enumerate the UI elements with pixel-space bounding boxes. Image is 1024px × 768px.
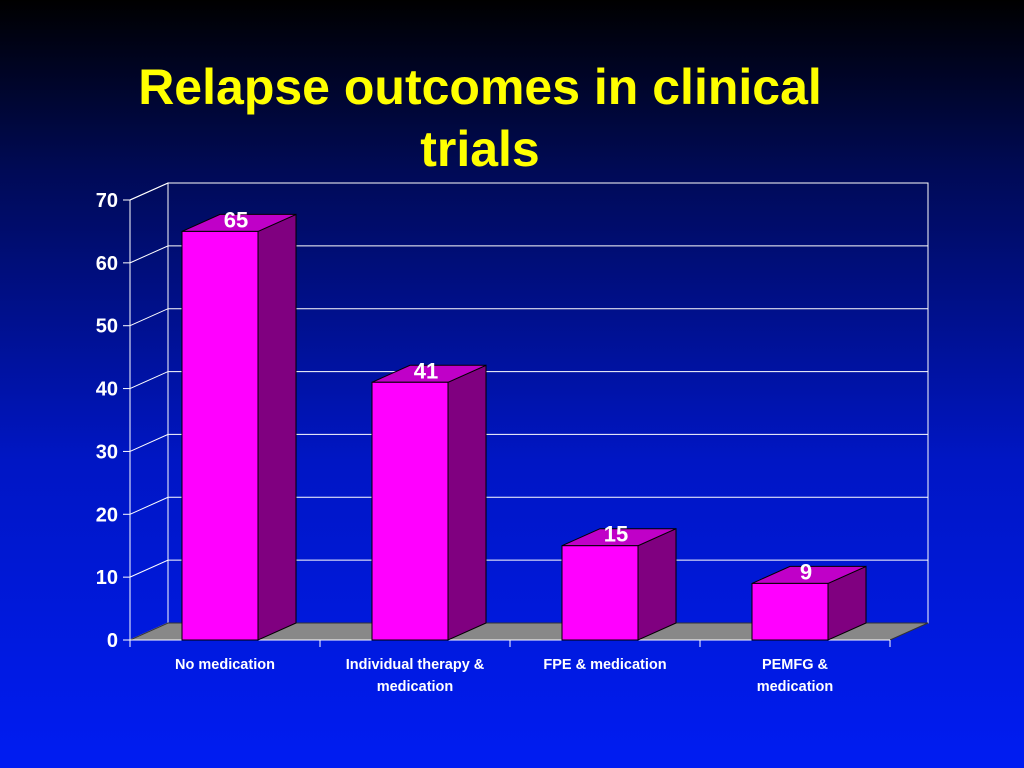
category-label: PEMFG & medication [757, 657, 834, 695]
y-tick-label: 40 [96, 379, 118, 401]
y-tick-label: 30 [96, 441, 118, 463]
slide-title-line-1: Relapse outcomes in clinical [138, 59, 822, 115]
data-label: 15 [604, 522, 628, 547]
category-label: Individual therapy & medication [346, 657, 485, 695]
slide-title-line-2: trials [420, 121, 540, 177]
gridline [129, 371, 928, 390]
data-label: 9 [800, 559, 812, 584]
category-label: FPE & medication [543, 657, 666, 673]
bar [371, 364, 487, 641]
category-label-line: FPE & medication [543, 657, 666, 673]
data-label: 41 [414, 358, 438, 383]
category-label-line: No medication [175, 657, 275, 673]
bar-front-face [371, 381, 449, 641]
chart-bars [181, 213, 867, 641]
category-label-line: Individual therapy & [346, 657, 485, 673]
gridline [129, 308, 928, 327]
y-tick-label: 0 [107, 630, 118, 652]
bar-side-face [637, 527, 677, 641]
gridline [129, 496, 928, 515]
gridline [129, 245, 928, 264]
bar-side-face [257, 213, 297, 641]
bar [181, 213, 297, 641]
gridline [129, 182, 928, 201]
bar [561, 527, 677, 641]
bar-front-face [561, 545, 639, 641]
bar-side-face [447, 364, 487, 641]
y-tick-label: 50 [96, 316, 118, 338]
slide-title: Relapse outcomes in clinical trials [0, 56, 960, 180]
bar-front-face [751, 582, 829, 641]
data-label: 65 [224, 207, 248, 232]
chart-gridlines [129, 182, 928, 578]
category-label-line: PEMFG & [762, 657, 829, 673]
y-tick-label: 70 [96, 190, 118, 212]
category-label: No medication [175, 657, 275, 673]
bar-front-face [181, 230, 259, 641]
category-label-line: medication [377, 679, 454, 695]
side-wall [129, 182, 169, 641]
y-tick-label: 20 [96, 504, 118, 526]
chart-labels: 0 10 20 30 40 50 60 70 65 No medication 41 Individu… [96, 190, 834, 695]
y-tick-label: 10 [96, 567, 118, 589]
y-tick-label: 60 [96, 253, 118, 275]
bar [751, 565, 867, 641]
gridline [129, 433, 928, 452]
category-label-line: medication [757, 679, 834, 695]
